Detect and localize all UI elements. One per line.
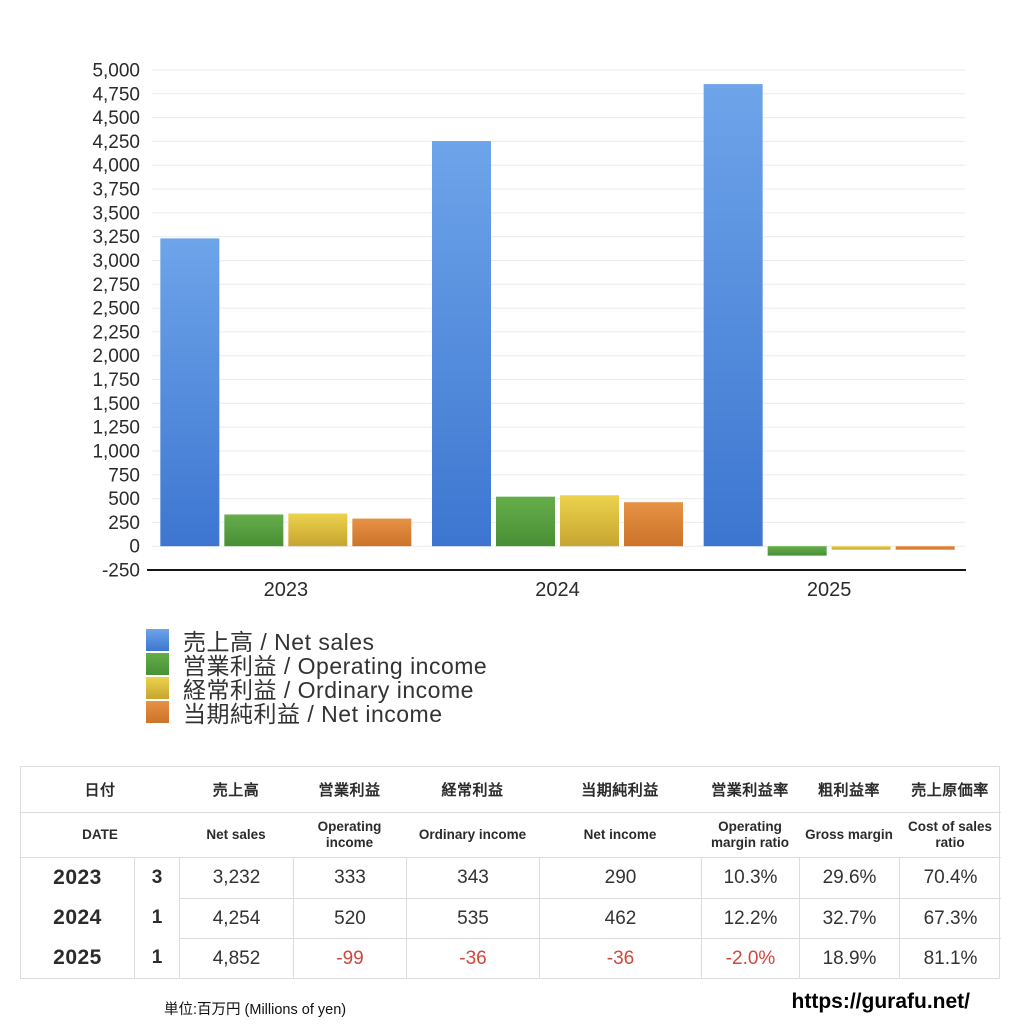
bar bbox=[895, 546, 955, 550]
unit-note: 単位:百万円 (Millions of yen) bbox=[164, 1002, 347, 1018]
x-tick-label: 2024 bbox=[535, 579, 580, 601]
legend-label: 経常利益 / Ordinary income bbox=[183, 676, 474, 703]
header-date-jp: 日付 bbox=[21, 767, 179, 813]
x-tick-label: 2023 bbox=[264, 579, 309, 601]
y-tick-label: -250 bbox=[102, 561, 140, 582]
y-tick-label: 0 bbox=[129, 537, 140, 558]
table-value-cell: -99 bbox=[293, 938, 406, 978]
y-tick-label: 1,250 bbox=[92, 418, 140, 439]
header-operating-margin-jp: 営業利益率 bbox=[701, 767, 799, 813]
legend-item-ordinary-income: 経常利益 / Ordinary income bbox=[146, 676, 487, 703]
bar bbox=[432, 141, 491, 547]
y-tick-label: 5,000 bbox=[92, 61, 140, 82]
bar bbox=[160, 238, 220, 547]
table-value-cell: 520 bbox=[293, 898, 406, 938]
y-tick-label: 3,250 bbox=[92, 227, 140, 248]
x-tick-label: 2025 bbox=[807, 579, 852, 601]
y-tick-label: 250 bbox=[108, 513, 140, 534]
header-gross-margin-en: Gross margin bbox=[799, 813, 899, 858]
bar bbox=[288, 513, 348, 547]
legend-item-net-income: 当期純利益 / Net income bbox=[146, 700, 487, 727]
bar bbox=[703, 84, 763, 547]
bar bbox=[496, 496, 555, 547]
header-date-en: DATE bbox=[21, 813, 179, 858]
table-year-cell: 2023 bbox=[53, 866, 102, 889]
bar bbox=[352, 518, 412, 547]
y-tick-label: 3,000 bbox=[92, 251, 140, 272]
y-tick-label: 3,750 bbox=[92, 180, 140, 201]
header-net-sales-jp: 売上高 bbox=[179, 767, 293, 813]
y-tick-label: 3,500 bbox=[92, 203, 140, 224]
bar bbox=[831, 546, 891, 550]
table-value-cell: -36 bbox=[406, 938, 539, 978]
table-month-cell: 3 bbox=[134, 858, 179, 898]
table-value-cell: 10.3% bbox=[701, 858, 799, 898]
table-value-cell: 81.1% bbox=[899, 938, 1001, 978]
table-value-cell: 29.6% bbox=[799, 858, 899, 898]
table-month-cell: 1 bbox=[134, 938, 179, 978]
table-value-cell: 70.4% bbox=[899, 858, 1001, 898]
y-tick-label: 750 bbox=[108, 465, 140, 486]
header-ordinary-income-en: Ordinary income bbox=[406, 813, 539, 858]
ordinary-income-swatch-icon bbox=[146, 676, 169, 699]
bar bbox=[767, 546, 827, 556]
legend-label: 営業利益 / Operating income bbox=[183, 652, 488, 679]
header-ordinary-income-jp: 経常利益 bbox=[406, 767, 539, 813]
table-value-cell: 333 bbox=[293, 858, 406, 898]
table-value-cell: 3,232 bbox=[179, 858, 293, 898]
table-value-cell: 18.9% bbox=[799, 938, 899, 978]
legend: 売上高 / Net sales 営業利益 / Operating income … bbox=[146, 628, 487, 727]
header-net-income-jp: 当期純利益 bbox=[539, 767, 701, 813]
financial-table: 日付 売上高 営業利益 経常利益 当期純利益 営業利益率 粗利益率 売上原価率 … bbox=[20, 766, 1001, 979]
y-tick-label: 2,000 bbox=[92, 346, 140, 367]
header-operating-income-jp: 営業利益 bbox=[293, 767, 406, 813]
header-cost-ratio-en: Cost of sales ratio bbox=[899, 813, 1001, 858]
site-url-link[interactable]: https://gurafu.net/ bbox=[791, 990, 970, 1013]
y-tick-label: 4,250 bbox=[92, 132, 140, 153]
net-income-swatch-icon bbox=[146, 700, 169, 723]
bar bbox=[224, 514, 284, 547]
table-value-cell: 4,254 bbox=[179, 898, 293, 938]
header-operating-income-en: Operating income bbox=[293, 813, 406, 858]
table-year-cell: 2025 bbox=[53, 946, 102, 969]
table-value-cell: 462 bbox=[539, 898, 701, 938]
y-tick-label: 1,500 bbox=[92, 394, 140, 415]
table-value-cell: -2.0% bbox=[701, 938, 799, 978]
table-value-cell: 290 bbox=[539, 858, 701, 898]
operating-income-swatch-icon bbox=[146, 652, 169, 675]
net-sales-swatch-icon bbox=[146, 628, 169, 651]
legend-item-operating-income: 営業利益 / Operating income bbox=[146, 652, 487, 679]
legend-label: 当期純利益 / Net income bbox=[183, 700, 443, 727]
legend-item-net-sales: 売上高 / Net sales bbox=[146, 628, 487, 655]
table-value-cell: 535 bbox=[406, 898, 539, 938]
header-gross-margin-jp: 粗利益率 bbox=[799, 767, 899, 813]
bar bbox=[624, 502, 683, 547]
y-tick-label: 4,750 bbox=[92, 84, 140, 105]
y-tick-label: 4,000 bbox=[92, 156, 140, 177]
table-month-cell: 1 bbox=[134, 898, 179, 938]
table-value-cell: 67.3% bbox=[899, 898, 1001, 938]
table-value-cell: 4,852 bbox=[179, 938, 293, 978]
y-tick-label: 1,750 bbox=[92, 370, 140, 391]
header-net-sales-en: Net sales bbox=[179, 813, 293, 858]
table-value-cell: 12.2% bbox=[701, 898, 799, 938]
header-net-income-en: Net income bbox=[539, 813, 701, 858]
header-operating-margin-en: Operating margin ratio bbox=[701, 813, 799, 858]
y-tick-label: 2,500 bbox=[92, 299, 140, 320]
table-year-cell: 2024 bbox=[53, 906, 102, 929]
y-tick-label: 500 bbox=[108, 489, 140, 510]
y-tick-label: 2,750 bbox=[92, 275, 140, 296]
table-value-cell: -36 bbox=[539, 938, 701, 978]
bar bbox=[560, 495, 619, 547]
y-tick-label: 1,000 bbox=[92, 441, 140, 462]
header-cost-ratio-jp: 売上原価率 bbox=[899, 767, 1001, 813]
legend-label: 売上高 / Net sales bbox=[183, 628, 375, 655]
y-tick-label: 2,250 bbox=[92, 322, 140, 343]
table-value-cell: 343 bbox=[406, 858, 539, 898]
table-value-cell: 32.7% bbox=[799, 898, 899, 938]
y-tick-label: 4,500 bbox=[92, 108, 140, 129]
